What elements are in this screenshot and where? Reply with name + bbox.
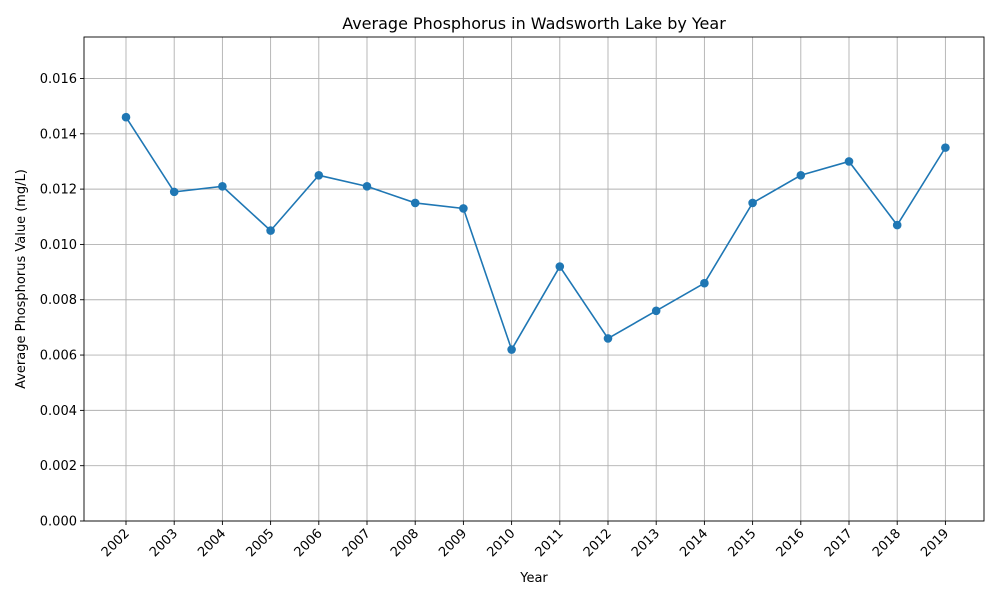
x-tick-label: 2010 (484, 526, 518, 560)
x-axis-label: Year (519, 571, 548, 586)
x-tick-label: 2002 (99, 526, 133, 560)
x-tick-label: 2004 (195, 526, 229, 560)
data-point (121, 112, 131, 122)
y-tick-label: 0.004 (40, 404, 77, 419)
data-point (651, 306, 661, 316)
data-point (892, 220, 902, 230)
y-tick-label: 0.000 (40, 515, 77, 530)
data-point (844, 157, 854, 166)
y-tick-label: 0.006 (40, 349, 77, 364)
data-point (362, 182, 372, 191)
data-point (169, 187, 179, 197)
y-axis-label: Average Phosphorus Value (mg/L) (14, 169, 29, 389)
data-point (603, 334, 613, 343)
x-tick-label: 2006 (292, 526, 326, 560)
data-point (700, 278, 709, 288)
x-tick-label: 2016 (774, 526, 808, 560)
x-tick-label: 2017 (822, 526, 856, 560)
x-tick-label: 2018 (870, 526, 904, 560)
data-point (941, 143, 950, 152)
grid-layer (84, 37, 984, 522)
plot-frame (83, 36, 985, 522)
y-tick-label: 0.016 (40, 72, 77, 87)
chart-title: Average Phosphorus in Wadsworth Lake by … (342, 14, 726, 33)
x-tick-label: 2009 (436, 526, 470, 560)
series-line (125, 116, 947, 352)
series-layer (121, 112, 950, 354)
data-point (748, 198, 757, 208)
y-tick-label: 0.002 (40, 459, 77, 474)
data-point (796, 170, 806, 180)
x-tick-label: 2013 (629, 526, 663, 560)
x-tick-label: 2019 (918, 526, 952, 560)
y-tick-label: 0.010 (40, 238, 77, 253)
data-point (459, 204, 468, 213)
x-tick-label: 2015 (725, 526, 759, 560)
x-tick-label: 2012 (581, 526, 615, 560)
data-point (314, 170, 324, 180)
x-tick-label: 2011 (533, 526, 567, 560)
data-point (507, 345, 516, 354)
data-point (410, 198, 420, 208)
tick-layer: 2002 2003 2004 2005 2006 2007 2008 2009 2010 2011… (40, 72, 952, 560)
y-tick-label: 0.012 (40, 183, 77, 198)
x-tick-label: 2007 (340, 526, 374, 560)
x-tick-label: 2003 (147, 526, 181, 560)
y-tick-label: 0.008 (40, 293, 77, 308)
x-tick-label: 2014 (677, 526, 711, 560)
data-point (266, 226, 275, 235)
data-point (555, 262, 565, 271)
x-tick-label: 2005 (243, 526, 277, 560)
y-tick-label: 0.014 (40, 127, 77, 142)
x-tick-label: 2008 (388, 526, 422, 560)
data-point (218, 182, 227, 191)
